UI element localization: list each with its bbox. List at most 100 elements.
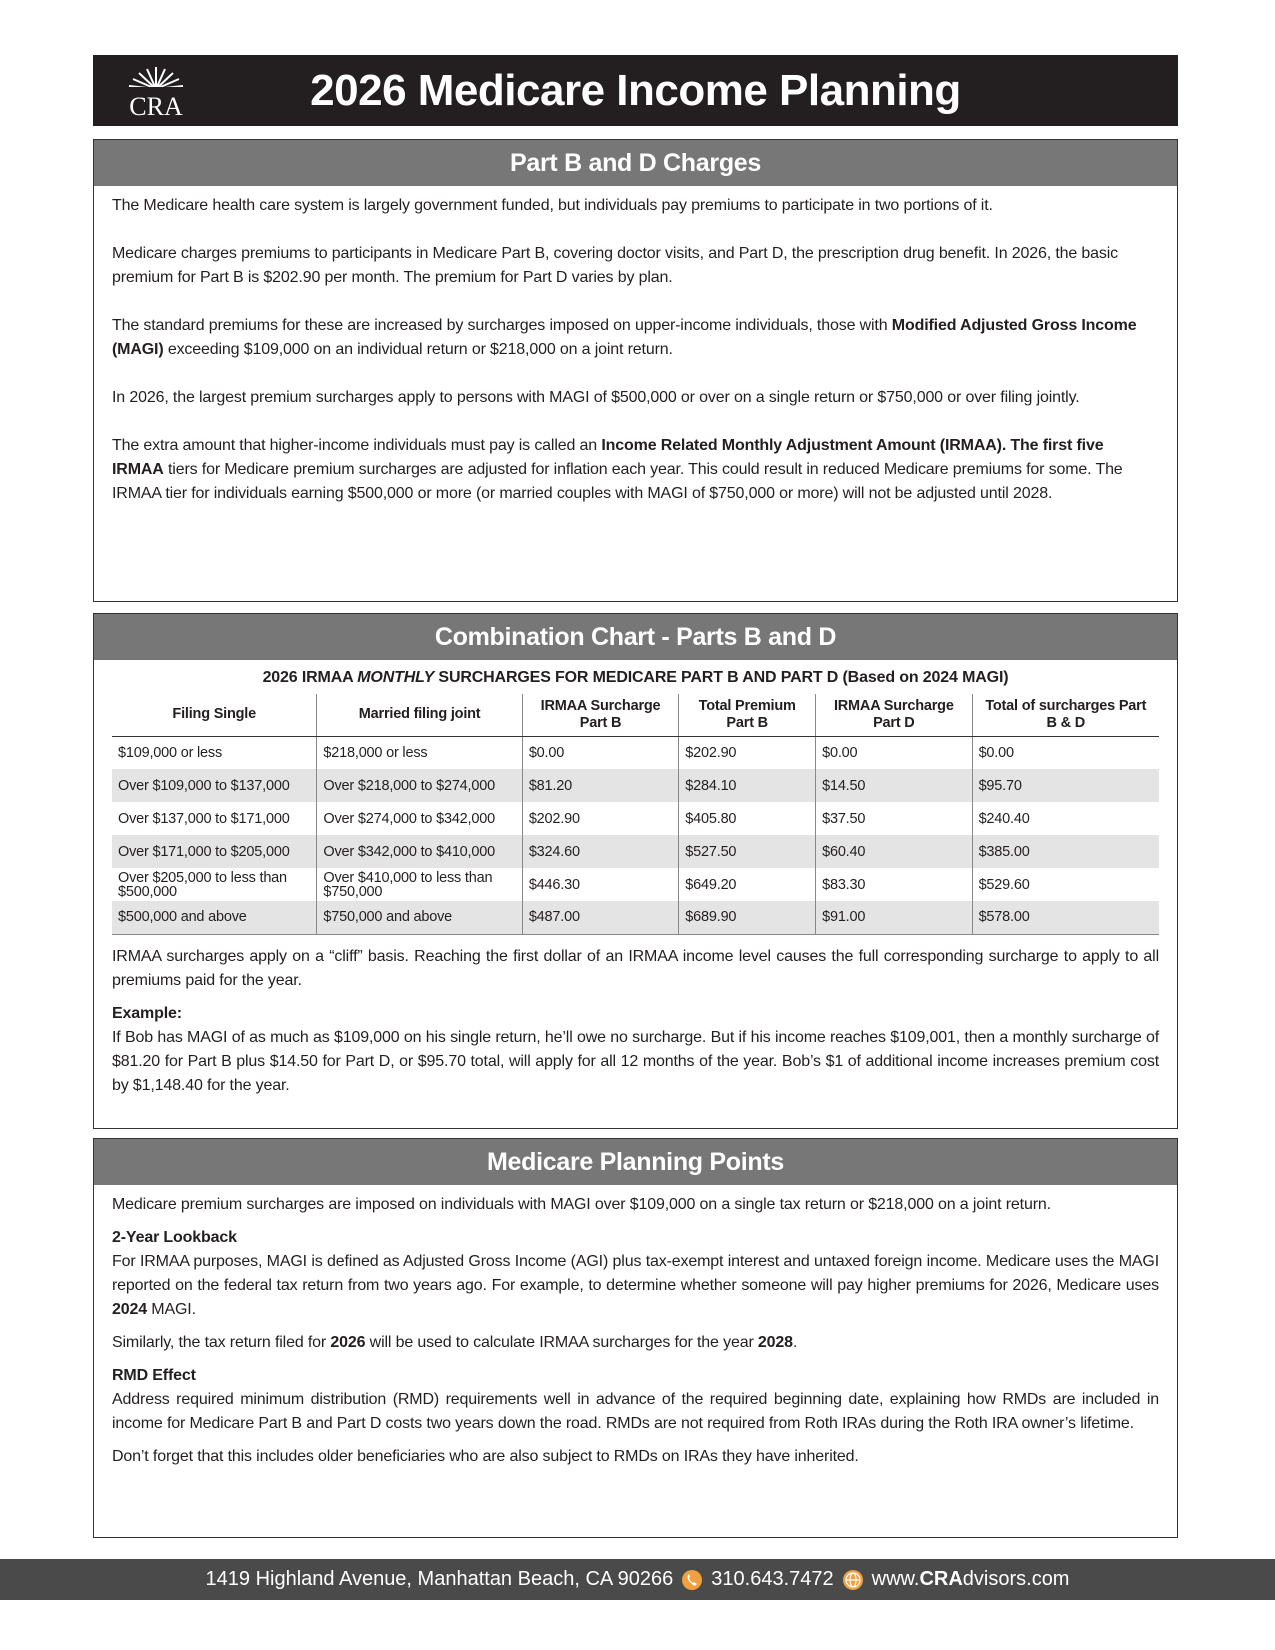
column-header: Filing Single [112,694,317,737]
header-row: Filing Single Married filing joint IRMAA S… [112,694,1159,737]
text-run: Similarly, the tax return filed for [112,1334,331,1351]
table-cell: $0.00 [815,736,973,769]
text-run: SURCHARGES FOR MEDICARE PART B AND PART … [434,669,1009,686]
paragraph: In 2026, the largest premium surcharges … [112,386,1159,410]
paragraph: The Medicare health care system is large… [112,194,1159,218]
table-row: Over $205,000 to less than $500,000 Over … [112,868,1159,901]
section-body: 2026 IRMAA MONTHLY SURCHARGES FOR MEDICA… [94,660,1177,1098]
text-run: tiers for Medicare premium surcharges ar… [112,461,1123,502]
table-cell: $218,000 or less [316,736,523,769]
table-cell: $405.80 [678,802,816,835]
table-cell: $487.00 [521,901,679,935]
paragraph: IRMAA surcharges apply on a “cliff” basi… [112,945,1159,993]
table-cell: Over $410,000 to less than $750,000 [316,868,523,901]
table-cell: $109,000 or less [118,744,223,761]
table-cell: $689.90 [678,901,816,935]
text-run: dvisors.com [962,1568,1070,1590]
table-cell: $202.90 [678,736,816,769]
table-cell: Over $274,000 to $342,000 [316,802,523,835]
section: Medicare Planning Points Medicare premium… [93,1138,1178,1538]
section: Part B and D Charges The Medicare health … [93,139,1178,602]
table-row: Over $137,000 to $171,000 Over $274,000 t… [112,802,1159,835]
table-cell: $0.00 [521,736,679,769]
paragraph-heading: 2-Year Lookback [112,1229,237,1246]
column-header: Total Premium Part B [678,694,816,737]
text-run: . [792,1334,798,1351]
text-run: MONTHLY [357,669,435,686]
text-run: 2026 IRMAA [262,669,358,686]
table-cell: $750,000 and above [316,901,523,935]
table-cell: $81.20 [521,769,679,802]
table-row: $500,000 and above $750,000 and above $487… [112,901,1159,935]
header-bar: CRA 2026 Medicare Income Planning [93,55,1178,126]
paragraph: RMD Effect Address required minimum distr… [112,1364,1159,1436]
footer-website: www.CRAdvisors.com [872,1568,1070,1591]
text-run: The Medicare health care system is large… [112,197,993,214]
table-cell: $578.00 [971,901,1159,935]
section-body: Medicare premium surcharges are imposed … [94,1185,1177,1469]
section-title: Part B and D Charges [94,140,1177,186]
text-run: The standard premiums for these are incr… [112,317,892,334]
table-cell: Over $137,000 to $171,000 [118,810,290,827]
column-header: IRMAA Surcharge Part B [521,694,679,737]
table-cell: $385.00 [971,835,1159,868]
paragraph: Example: If Bob has MAGI of as much as $1… [112,1002,1159,1098]
paragraph: The standard premiums for these are incr… [112,314,1159,362]
section-title: Medicare Planning Points [94,1139,1177,1185]
table-cell: $202.90 [521,802,679,835]
column-header: Married filing joint [316,694,523,737]
table-cell: $240.40 [971,802,1159,835]
table-cell: Over $171,000 to $205,000 [112,835,317,868]
table: Filing Single Married filing joint IRMAA S… [112,694,1159,935]
text-run: If Bob has MAGI of as much as $109,000 o… [112,1028,1159,1094]
text-run: Address required minimum distribution (R… [112,1391,1159,1432]
page-title: 2026 Medicare Income Planning [310,66,961,115]
table-cell: $37.50 [815,802,973,835]
text-run: For IRMAA purposes, MAGI is defined as A… [112,1253,1159,1294]
table-cell: $527.50 [678,835,816,868]
table-row: Over $109,000 to $137,000 Over $218,000 t… [112,769,1159,802]
footer: 1419 Highland Avenue, Manhattan Beach, C… [0,1559,1275,1600]
table-row: $109,000 or less $218,000 or less $0.00 $20… [112,736,1159,769]
paragraph-heading: Example: [112,1004,182,1022]
table-cell: $649.20 [678,868,816,901]
text-run: exceeding $109,000 on an individual retu… [163,341,673,358]
table-cell: Over $342,000 to $410,000 [316,835,523,868]
logo: CRA [125,67,187,121]
table-cell: $95.70 [971,769,1159,802]
text-run: 2028 [757,1334,793,1351]
table-cell: $14.50 [815,769,973,802]
table-cell: $284.10 [678,769,816,802]
table-cell: $324.60 [521,835,679,868]
text-run: www. [871,1568,920,1590]
paragraph: 2-Year Lookback For IRMAA purposes, MAGI … [112,1226,1159,1322]
text-run: Modified Adjusted Gross Income (MAGI) [112,317,1137,358]
section: Combination Chart - Parts B and D 2026 IR… [93,613,1178,1129]
column-header: IRMAA Surcharge Part D [815,694,973,737]
column-header: Total of surcharges Part B & D [971,694,1159,737]
paragraph-heading: RMD Effect [112,1367,196,1384]
table-cell: $83.30 [815,868,973,901]
text-run: Income Related Monthly Adjustment Amount… [112,437,1104,478]
text-run: Medicare premium surcharges are imposed … [112,1196,1051,1213]
text-run: MAGI. [147,1301,196,1318]
footer-phone: 310.643.7472 [711,1568,834,1590]
text-run: In 2026, the largest premium surcharges … [112,389,1080,406]
table-cell: $60.40 [815,835,973,868]
table-cell: Over $109,000 to $137,000 [112,769,317,802]
footer-address: 1419 Highland Avenue, Manhattan Beach, C… [205,1568,674,1590]
text-run: CRA [919,1568,963,1590]
web-icon [842,1569,863,1590]
text-run: 2024 [112,1301,147,1318]
table-cell: Over $205,000 to less than $500,000 [118,869,287,900]
section-body: The Medicare health care system is large… [94,186,1177,506]
text-run: Medicare charges premiums to participant… [112,245,1119,286]
phone-icon [682,1569,703,1590]
table-cell: $91.00 [815,901,973,935]
table-caption: 2026 IRMAA MONTHLY SURCHARGES FOR MEDICA… [112,666,1159,690]
paragraph: Don’t forget that this includes older be… [112,1445,1159,1469]
paragraph: The extra amount that higher-income indi… [112,434,1159,506]
paragraph: Medicare premium surcharges are imposed … [112,1193,1159,1217]
table-cell: $500,000 and above [112,901,317,935]
